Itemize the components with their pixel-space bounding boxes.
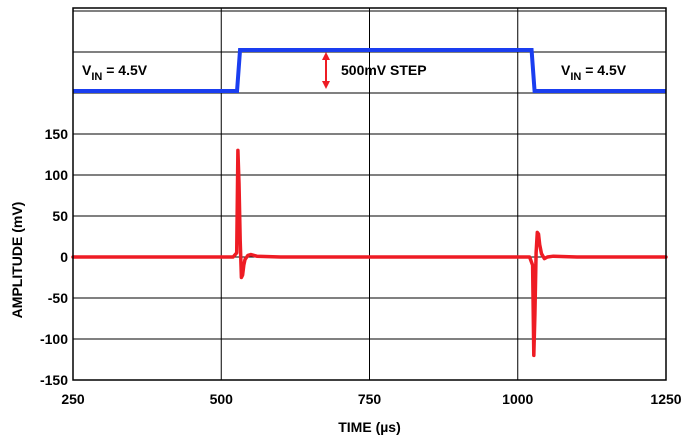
vin-label-right: VIN = 4.5V: [561, 62, 627, 83]
output-transient-line: [71, 148, 668, 358]
y-tick-label: 150: [45, 126, 69, 142]
y-tick-label: -50: [48, 290, 68, 306]
input-step-line: [73, 48, 666, 93]
output-transient-trace-group: [71, 148, 668, 358]
tick-labels: 250 500 750 1000 1250 -150 -100 -50 0 50 100 150: [40, 126, 681, 407]
y-tick-label: 100: [45, 167, 69, 183]
x-tick-label: 1000: [502, 391, 533, 407]
y-tick-label: 0: [60, 249, 68, 265]
x-tick-label: 750: [358, 391, 382, 407]
step-arrow-head-up: [322, 52, 330, 60]
step-label: 500mV STEP: [341, 62, 427, 78]
x-tick-label: 1250: [650, 391, 681, 407]
x-tick-label: 250: [61, 391, 85, 407]
y-tick-label: -100: [40, 331, 68, 347]
y-axis-title: AMPLITUDE (mV): [9, 202, 25, 319]
x-axis-title: TIME (µs): [338, 419, 401, 435]
vin-label-left: VIN = 4.5V: [82, 62, 148, 83]
input-step-trace-group: VIN = 4.5V VIN = 4.5V 500mV STEP: [73, 48, 666, 93]
x-tick-label: 500: [210, 391, 234, 407]
y-tick-label: -150: [40, 372, 68, 388]
step-arrow-head-down: [322, 81, 330, 89]
plot-frame: [72, 7, 667, 381]
y-tick-label: 50: [52, 208, 68, 224]
